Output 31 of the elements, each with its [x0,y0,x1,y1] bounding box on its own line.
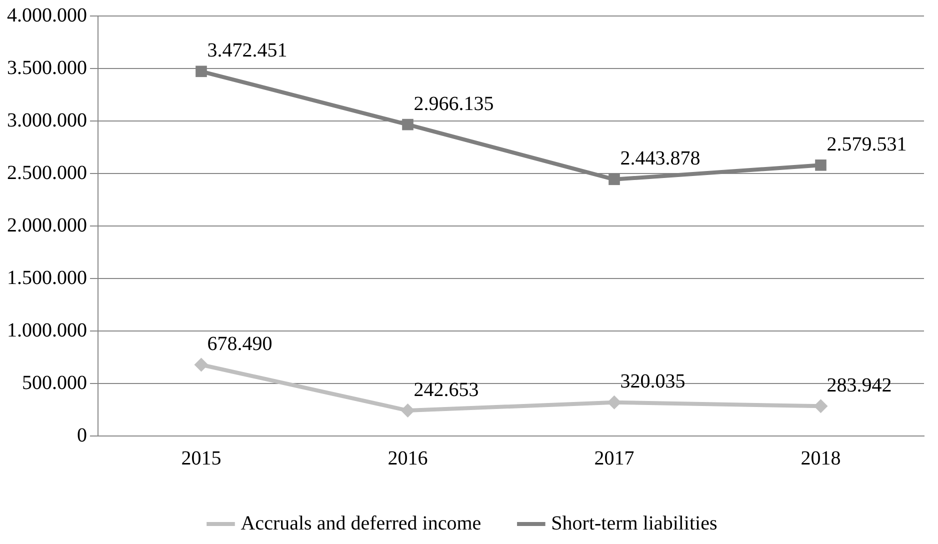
data-label: 2.966.135 [414,92,494,115]
data-label: 3.472.451 [207,40,288,62]
y-tick-label: 1.000.000 [7,319,87,342]
x-tick-label: 2015 [181,447,222,470]
point [194,358,208,372]
x-tick-label: 2017 [594,447,634,470]
legend-label: Short-term liabilities [551,512,718,534]
point [814,399,828,414]
x-tick-label: 2018 [800,447,841,470]
y-tick-label: 3.500.000 [7,56,87,79]
y-tick-label: 2.000.000 [7,214,87,236]
data-label: 678.490 [207,333,272,356]
y-tick-label: 0 [77,424,87,446]
legend-label: Accruals and deferred income [240,512,482,534]
data-label: 283.942 [826,374,892,396]
data-label: 2.579.531 [826,133,907,156]
data-label: 242.653 [414,378,479,401]
data-label: 320.035 [620,370,686,393]
data-label: 2.443.878 [620,148,700,170]
point [402,118,414,130]
y-tick-label: 4.000.000 [7,4,87,26]
point [815,159,826,171]
point [608,174,620,186]
y-tick-label: 500.000 [22,372,87,394]
y-tick-label: 3.000.000 [7,109,87,132]
point [400,404,415,418]
y-tick-label: 1.500.000 [7,266,87,289]
point [196,66,207,78]
x-tick-label: 2016 [388,447,428,470]
point [607,395,622,410]
y-tick-label: 2.500.000 [7,162,87,184]
